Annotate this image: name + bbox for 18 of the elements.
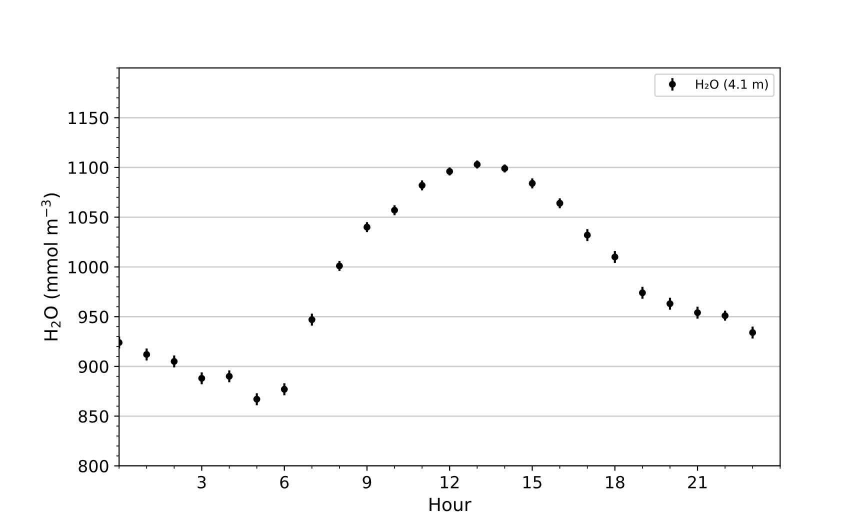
x-tick-label: 12 <box>440 476 459 488</box>
y-axis-title: H$_{2}$O (mmol m$^{−3}$) <box>41 193 60 340</box>
y-tick-label: 1000 <box>68 260 108 274</box>
y-tick-label: 900 <box>78 360 108 373</box>
x-tick-label: 18 <box>606 476 624 488</box>
x-tick-label: 6 <box>280 476 289 488</box>
x-tick-label: 21 <box>688 476 707 488</box>
x-tick-label: 3 <box>198 476 206 488</box>
x-tick-label: 9 <box>362 476 372 488</box>
y-tick-label: 1150 <box>68 112 108 124</box>
y-tick-label: 1050 <box>68 211 108 224</box>
y-tick-label: 1100 <box>68 161 108 174</box>
y-tick-label: 800 <box>78 460 108 472</box>
x-tick-label: 15 <box>523 476 542 488</box>
y-tick-label: 950 <box>78 310 108 324</box>
x-axis-title: Hour <box>430 498 472 512</box>
legend-label: H₂O (4.1 m) <box>696 79 768 90</box>
y-tick-label: 850 <box>78 410 108 423</box>
